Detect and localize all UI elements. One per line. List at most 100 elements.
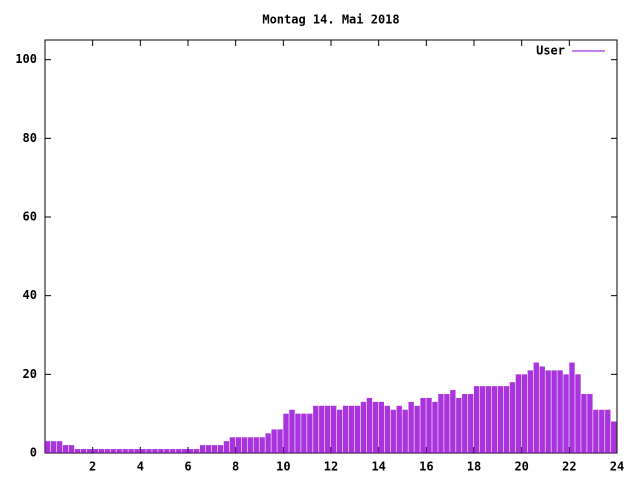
impulse [420,397,426,453]
x-tick-label: 16 [419,460,433,474]
impulse [158,449,164,453]
impulse [110,449,116,453]
x-tick-label: 22 [562,460,576,474]
impulse [575,374,581,453]
impulse [342,405,349,453]
impulse [259,437,265,453]
impulse [283,413,289,453]
impulse [426,397,432,453]
impulse [45,441,51,453]
impulse [122,449,128,453]
impulse [265,433,271,453]
impulse [593,409,599,453]
impulse [205,445,212,453]
impulse [444,394,450,453]
impulse [56,441,63,453]
x-tick-label: 14 [371,460,385,474]
impulse [462,394,468,453]
impulse [253,437,259,453]
impulse [354,405,361,453]
impulse [438,394,444,453]
impulse [199,445,206,453]
impulse [611,421,617,453]
impulse [271,429,277,453]
impulse [485,386,492,453]
impulse [491,386,498,453]
impulse [551,370,557,453]
impulse [527,370,533,453]
impulse [414,405,420,453]
y-tick-label: 100 [15,52,37,66]
impulse [241,437,247,453]
impulse [188,449,194,453]
impulse [384,405,390,453]
impulse [74,449,81,453]
impulse [545,370,551,453]
x-tick-label: 18 [467,460,481,474]
impulse [104,449,110,453]
impulse [235,437,242,453]
x-tick-label: 2 [89,460,96,474]
impulse [432,401,438,453]
legend-label: User [536,44,565,58]
impulse [408,401,414,453]
impulse [68,445,75,453]
impulse [217,445,224,453]
x-tick-label: 24 [610,460,624,474]
impulse [605,409,611,453]
impulse [211,445,218,453]
impulse [474,386,480,453]
impulse [307,413,313,453]
impulse [229,437,236,453]
impulse [80,449,87,453]
impulse [116,449,122,453]
x-tick-label: 20 [514,460,528,474]
impulse [581,394,587,453]
impulse [289,409,295,453]
impulse [336,409,343,453]
impulse [193,449,200,453]
y-tick-label: 40 [23,288,37,302]
impulse [277,429,283,453]
impulse [509,382,516,453]
impulse [468,394,474,453]
impulse [86,449,93,453]
impulse [50,441,57,453]
impulse [348,405,355,453]
impulse [599,409,605,453]
impulse [170,449,176,453]
y-tick-label: 80 [23,131,37,145]
impulse [557,370,563,453]
impulse [372,401,379,453]
impulse [152,449,158,453]
impulse [134,449,140,453]
impulse [587,394,593,453]
x-tick-label: 6 [184,460,191,474]
impulse [402,409,408,453]
impulse [62,445,69,453]
impulse [539,366,545,453]
impulse [396,405,402,453]
impulse [313,405,319,453]
impulse [98,449,104,453]
chart-title: Montag 14. Mai 2018 [262,13,399,27]
impulse [223,441,230,453]
y-tick-label: 60 [23,210,37,224]
impulse [378,401,385,453]
impulse [182,449,188,453]
x-tick-label: 10 [276,460,290,474]
impulse [295,413,301,453]
x-tick-label: 8 [232,460,239,474]
impulse [319,405,325,453]
impulse [515,374,522,453]
y-tick-label: 0 [30,446,37,460]
impulse [92,449,99,453]
impulse [128,449,134,453]
impulse [140,449,146,453]
impulse [497,386,504,453]
impulse [479,386,486,453]
x-tick-label: 4 [137,460,144,474]
impulse [366,397,373,453]
impulse [164,449,170,453]
